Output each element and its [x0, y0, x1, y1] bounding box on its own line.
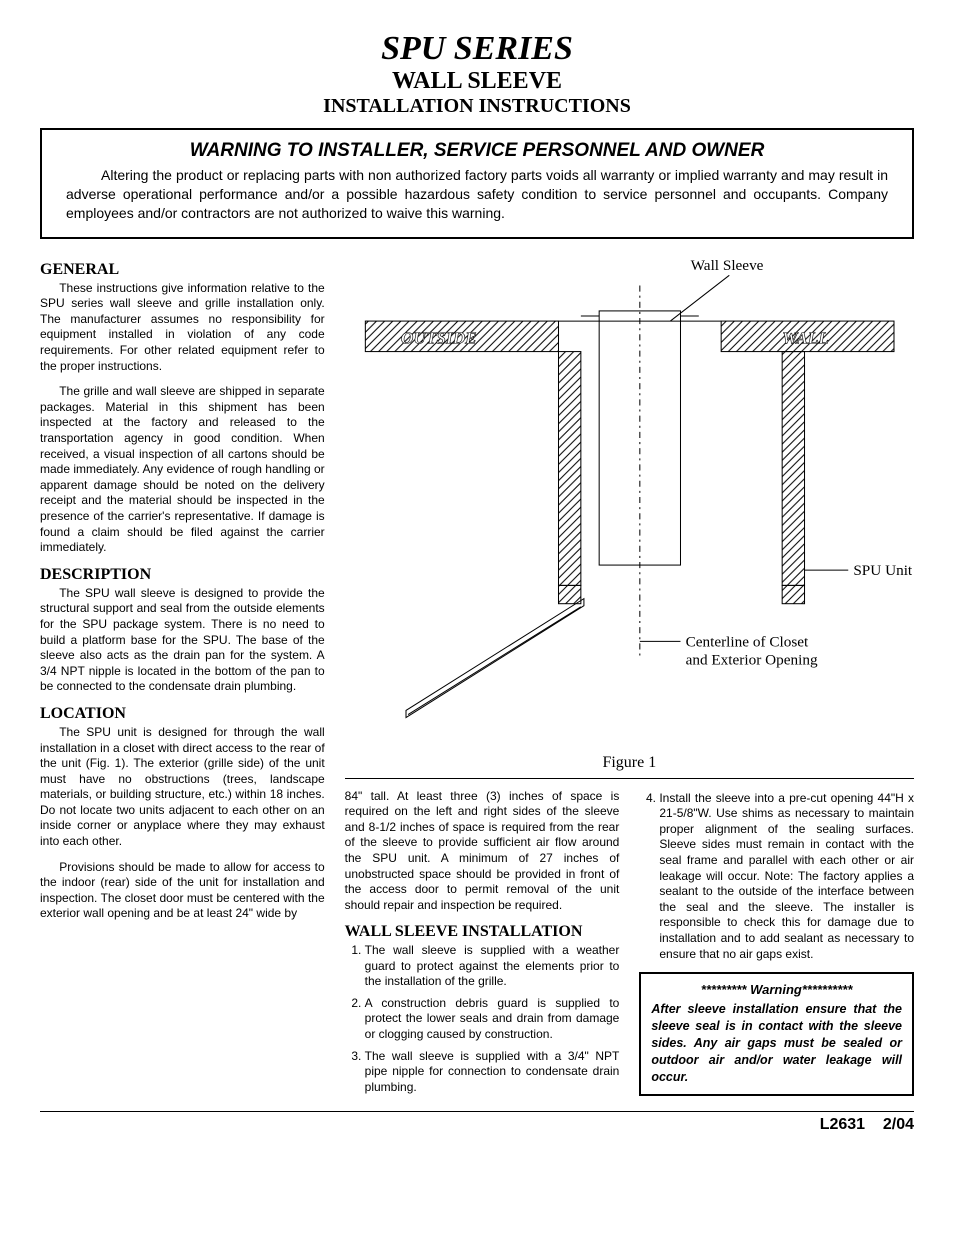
heading-install: WALL SLEEVE INSTALLATION: [345, 923, 620, 941]
top-warning-box: WARNING TO INSTALLER, SERVICE PERSONNEL …: [40, 128, 914, 239]
install-step-3: The wall sleeve is supplied with a 3/4" …: [365, 1049, 620, 1096]
inline-warning-body: After sleeve installation ensure that th…: [651, 1001, 902, 1085]
inline-warning-title: ********* Warning**********: [651, 982, 902, 997]
label-spu-unit: SPU Unit: [853, 562, 913, 579]
footer: L2631 2/04: [40, 1111, 914, 1134]
location-p1: The SPU unit is designed for through the…: [40, 725, 325, 850]
install-step-4: Install the sleeve into a pre-cut openin…: [659, 791, 914, 963]
label-outside: OUTSIDE: [401, 328, 477, 347]
figure-1-svg: Wall Sleeve OUTSIDE WALL: [345, 255, 914, 743]
heading-install-text: WALL SLEEVE INSTALLATION: [345, 923, 583, 940]
description-p1: The SPU wall sleeve is designed to provi…: [40, 586, 325, 695]
column-3: Install the sleeve into a pre-cut openin…: [639, 789, 914, 1106]
column-2: 84" tall. At least three (3) inches of s…: [345, 789, 620, 1106]
top-warning-body: Altering the product or replacing parts …: [66, 166, 888, 223]
location-p3: 84" tall. At least three (3) inches of s…: [345, 789, 620, 914]
title-block: SPU SERIES WALL SLEEVE INSTALLATION INST…: [40, 30, 914, 118]
heading-description: DESCRIPTION: [40, 566, 325, 584]
heading-general: GENERAL: [40, 261, 325, 279]
content-columns: GENERAL These instructions give informat…: [40, 255, 914, 1106]
column-1: GENERAL These instructions give informat…: [40, 255, 325, 1106]
general-p2: The grille and wall sleeve are shipped i…: [40, 384, 325, 556]
right-area: Wall Sleeve OUTSIDE WALL: [345, 255, 914, 1106]
inline-warning-box: ********* Warning********** After sleeve…: [639, 972, 914, 1095]
label-wall-sleeve: Wall Sleeve: [690, 257, 763, 274]
sub-title-1: WALL SLEEVE: [40, 68, 914, 95]
install-steps-col3: Install the sleeve into a pre-cut openin…: [639, 791, 914, 963]
label-centerline-1: Centerline of Closet: [685, 633, 808, 650]
sub-title-2: INSTALLATION INSTRUCTIONS: [40, 95, 914, 118]
figure-caption: Figure 1: [345, 754, 914, 772]
label-centerline-2: and Exterior Opening: [685, 651, 817, 668]
label-wall: WALL: [782, 328, 829, 347]
location-p2: Provisions should be made to allow for a…: [40, 860, 325, 922]
lower-right-columns: 84" tall. At least three (3) inches of s…: [345, 789, 914, 1106]
install-step-1: The wall sleeve is supplied with a weath…: [365, 943, 620, 990]
footer-date: 2/04: [883, 1116, 914, 1133]
heading-location: LOCATION: [40, 705, 325, 723]
main-title: SPU SERIES: [40, 30, 914, 68]
top-warning-heading: WARNING TO INSTALLER, SERVICE PERSONNEL …: [66, 140, 888, 162]
footer-doc-no: L2631: [820, 1116, 865, 1133]
figure-1: Wall Sleeve OUTSIDE WALL: [345, 255, 914, 779]
general-p1: These instructions give information rela…: [40, 281, 325, 375]
install-steps-col2: The wall sleeve is supplied with a weath…: [345, 943, 620, 1095]
install-step-2: A construction debris guard is supplied …: [365, 996, 620, 1043]
